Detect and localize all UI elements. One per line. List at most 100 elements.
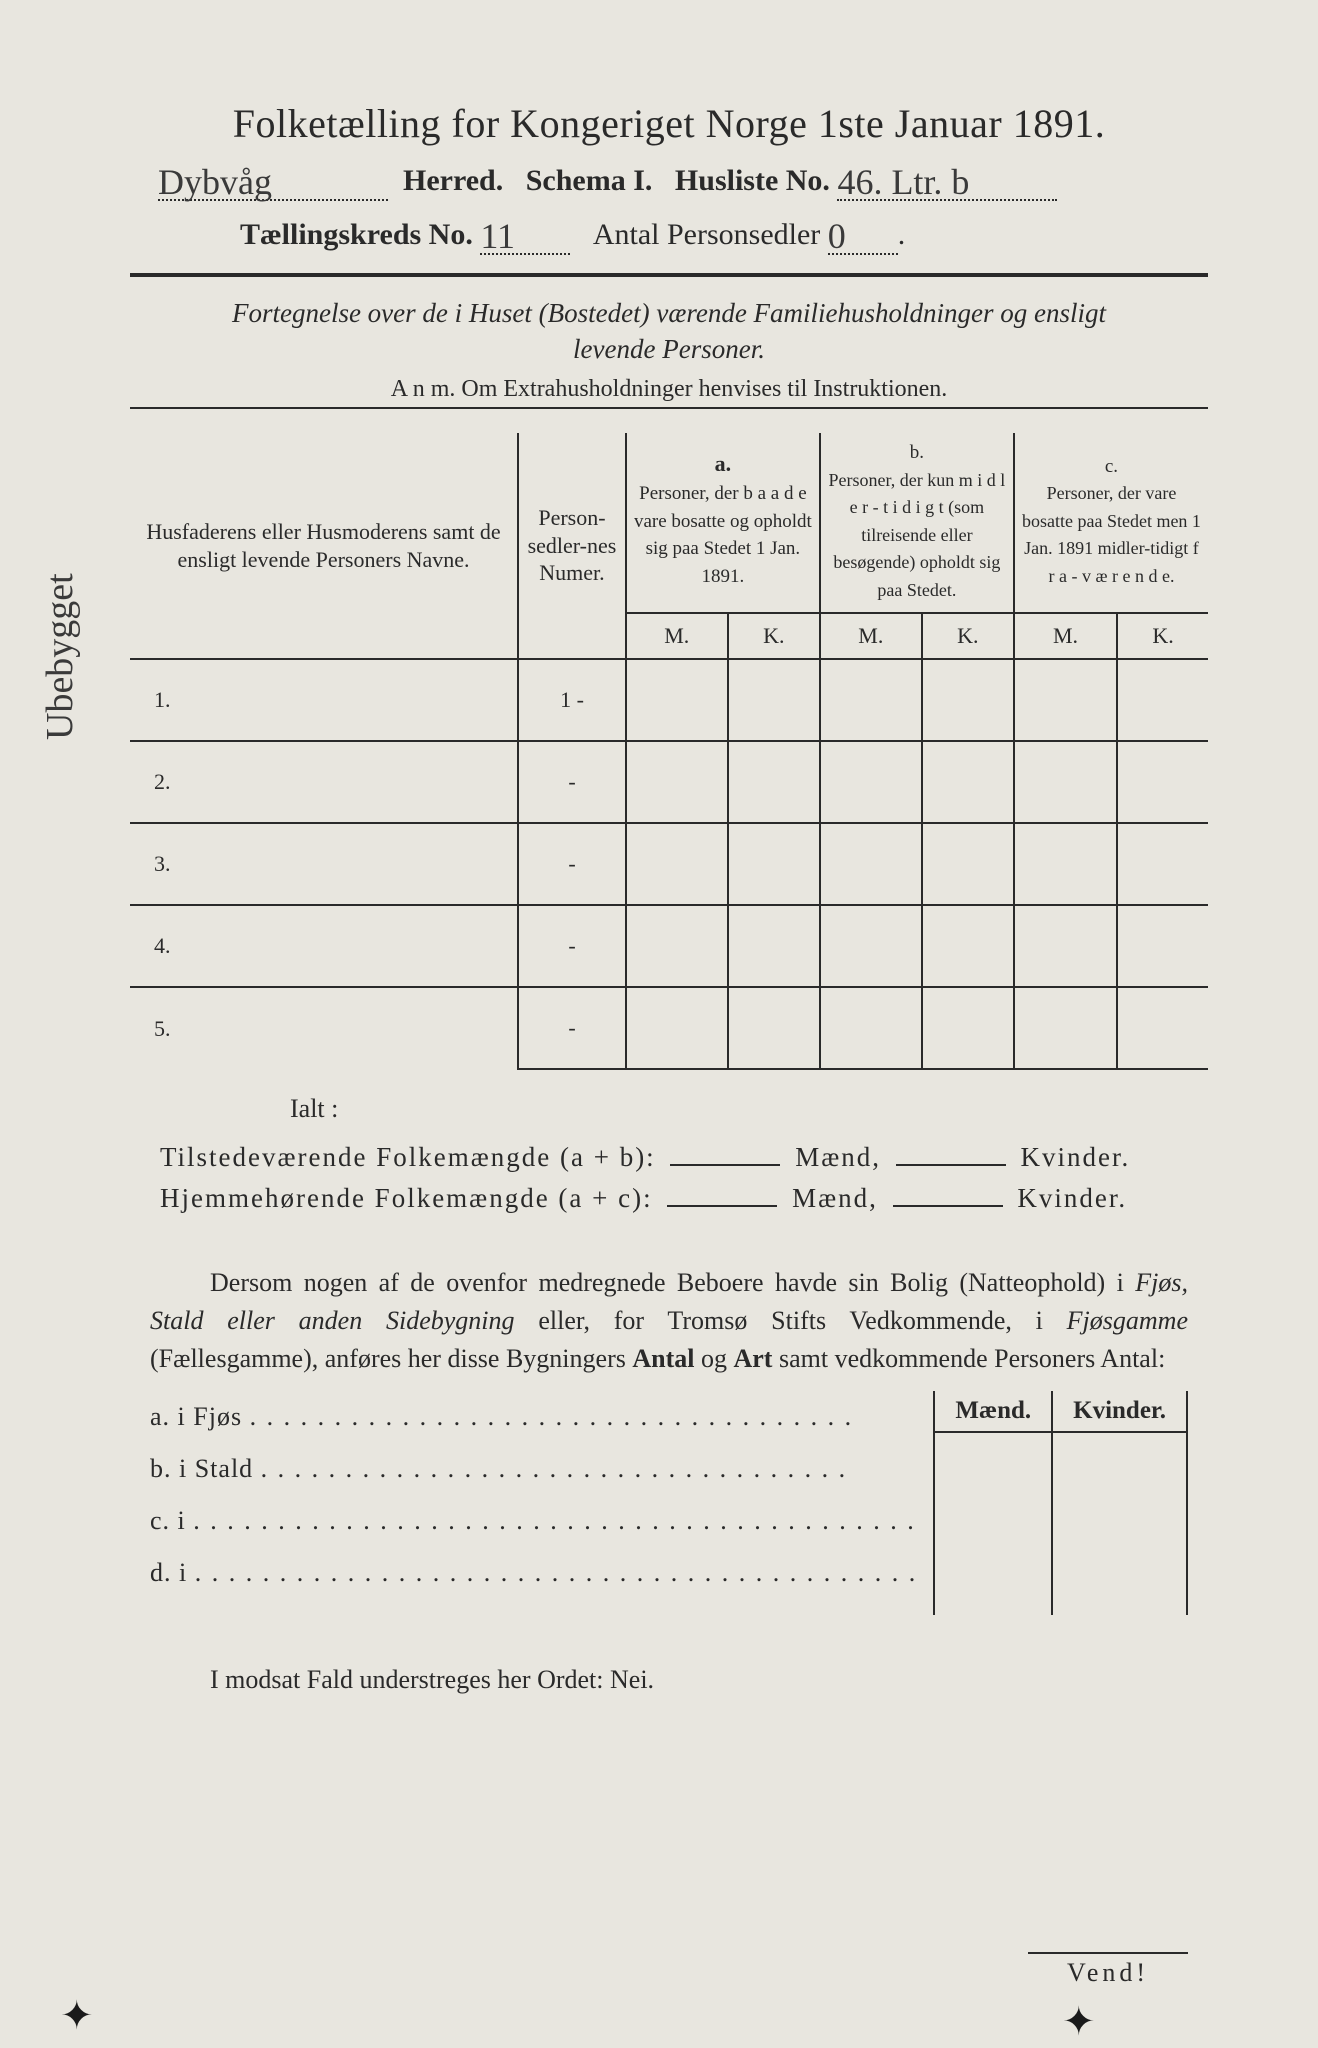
cell xyxy=(1014,823,1117,905)
cell xyxy=(1117,741,1208,823)
cell xyxy=(1014,905,1117,987)
table-row: 5. - xyxy=(130,987,1208,1069)
row-4-name: 4. xyxy=(130,905,518,987)
col-c-body: Personer, der vare bosatte paa Stedet me… xyxy=(1022,483,1201,586)
sum1-kvinder: Kvinder. xyxy=(1020,1142,1130,1172)
spacer xyxy=(626,606,820,613)
cell xyxy=(728,659,820,741)
spacer xyxy=(820,606,1014,613)
blank xyxy=(670,1164,780,1166)
schema-label: Schema I. xyxy=(526,164,653,197)
dots: . . . . . . . . . . . . . . . . . . . . … xyxy=(195,1558,918,1587)
col-b-m: M. xyxy=(820,613,922,659)
table-row: 4. - xyxy=(130,905,1208,987)
nei-line: I modsat Fald understreges her Ordet: Ne… xyxy=(210,1665,1188,1695)
row-2-num: - xyxy=(518,741,626,823)
paragraph: Dersom nogen af de ovenfor medregnede Be… xyxy=(150,1264,1188,1377)
header-line-3: Tællingskreds No. 11 Antal Personsedler … xyxy=(130,211,1208,255)
row-5-num: - xyxy=(518,987,626,1069)
blank xyxy=(667,1205,777,1207)
anm-note: A n m. Om Extrahusholdninger henvises ti… xyxy=(130,376,1208,403)
col-b-letter: b. xyxy=(910,442,924,463)
cell xyxy=(728,823,820,905)
row-2-name: 2. xyxy=(130,741,518,823)
page-title: Folketælling for Kongeriget Norge 1ste J… xyxy=(130,100,1208,147)
side-row-b: b. i Stald . . . . . . . . . . . . . . .… xyxy=(150,1443,933,1495)
punch-mark-icon: ✦ xyxy=(1062,1998,1088,2024)
blank xyxy=(896,1164,1006,1166)
cell xyxy=(626,987,728,1069)
vend-label: Vend! xyxy=(1028,1952,1188,1988)
spacer xyxy=(1014,606,1208,613)
husliste-value: 46. Ltr. b xyxy=(837,162,969,202)
cell xyxy=(1117,905,1208,987)
cell xyxy=(728,987,820,1069)
col-a-k: K. xyxy=(728,613,820,659)
row-3-name: 3. xyxy=(130,823,518,905)
col-a-letter: a. xyxy=(715,451,732,476)
col-b-head: b. Personer, der kun m i d l e r - t i d… xyxy=(820,433,1014,606)
col-num-header: Person-sedler-nes Numer. xyxy=(518,433,626,659)
cell xyxy=(626,823,728,905)
cell xyxy=(1014,741,1117,823)
census-form-page: Folketælling for Kongeriget Norge 1ste J… xyxy=(0,0,1318,1755)
cell xyxy=(728,741,820,823)
kreds-value: 11 xyxy=(480,216,515,256)
col-name-text: Husfaderens eller Husmoderens samt de en… xyxy=(146,519,500,572)
cell xyxy=(1117,987,1208,1069)
side-kvinder-header: Kvinder. xyxy=(1052,1391,1187,1432)
side-row-a: a. i Fjøs . . . . . . . . . . . . . . . … xyxy=(150,1391,933,1443)
row-4-num: - xyxy=(518,905,626,987)
cell xyxy=(922,905,1014,987)
side-maend-cell xyxy=(934,1432,1052,1615)
row-5-name: 5. xyxy=(130,987,518,1069)
sum2-kvinder: Kvinder. xyxy=(1017,1183,1127,1213)
table-row: 1. 1 - xyxy=(130,659,1208,741)
antal-value: 0 xyxy=(828,216,846,256)
cell xyxy=(922,659,1014,741)
ialt-label: Ialt : xyxy=(290,1094,1208,1124)
sum2-label: Hjemmehørende Folkemængde (a + c): xyxy=(160,1183,653,1213)
punch-mark-icon: ✦ xyxy=(60,1992,86,2018)
subtitle: Fortegnelse over de i Huset (Bostedet) v… xyxy=(190,295,1148,368)
herred-label: Herred. xyxy=(403,164,503,197)
sum-line-ab: Tilstedeværende Folkemængde (a + b): Mæn… xyxy=(160,1142,1208,1173)
cell xyxy=(922,741,1014,823)
divider-thin xyxy=(130,407,1208,409)
cell xyxy=(1014,659,1117,741)
sum1-label: Tilstedeværende Folkemængde (a + b): xyxy=(160,1142,656,1172)
dots: . . . . . . . . . . . . . . . . . . . . … xyxy=(193,1506,916,1535)
col-c-letter: c. xyxy=(1105,456,1118,477)
header-line-2: Dybvåg Herred. Schema I. Husliste No. 46… xyxy=(130,157,1208,201)
cell xyxy=(922,823,1014,905)
divider xyxy=(130,273,1208,277)
kreds-label: Tællingskreds No. xyxy=(240,218,473,251)
cell xyxy=(1117,659,1208,741)
cell xyxy=(626,659,728,741)
col-b-body: Personer, der kun m i d l e r - t i d i … xyxy=(829,470,1006,600)
row-1-name: 1. xyxy=(130,659,518,741)
table-row: 3. - xyxy=(130,823,1208,905)
side-row-c: c. i . . . . . . . . . . . . . . . . . .… xyxy=(150,1495,933,1547)
cell xyxy=(1117,823,1208,905)
side-c-label: c. i xyxy=(150,1506,186,1535)
sum-line-ac: Hjemmehørende Folkemængde (a + c): Mænd,… xyxy=(160,1183,1208,1214)
sum1-maend: Mænd, xyxy=(795,1142,881,1172)
side-d-label: d. i xyxy=(150,1558,187,1587)
cell xyxy=(820,905,922,987)
dots: . . . . . . . . . . . . . . . . . . . . … xyxy=(261,1454,848,1483)
cell xyxy=(626,741,728,823)
row-3-num: - xyxy=(518,823,626,905)
sum2-maend: Mænd, xyxy=(792,1183,878,1213)
household-table: Husfaderens eller Husmoderens samt de en… xyxy=(130,433,1208,1070)
side-maend-header: Mænd. xyxy=(934,1391,1052,1432)
col-b-k: K. xyxy=(922,613,1014,659)
cell xyxy=(820,741,922,823)
col-name-header: Husfaderens eller Husmoderens samt de en… xyxy=(130,433,518,659)
row-1-num: 1 - xyxy=(518,659,626,741)
side-a-label: a. i Fjøs xyxy=(150,1402,242,1431)
col-c-m: M. xyxy=(1014,613,1117,659)
col-a-head: a. Personer, der b a a d e vare bosatte … xyxy=(626,433,820,606)
cell xyxy=(626,905,728,987)
cell xyxy=(922,987,1014,1069)
